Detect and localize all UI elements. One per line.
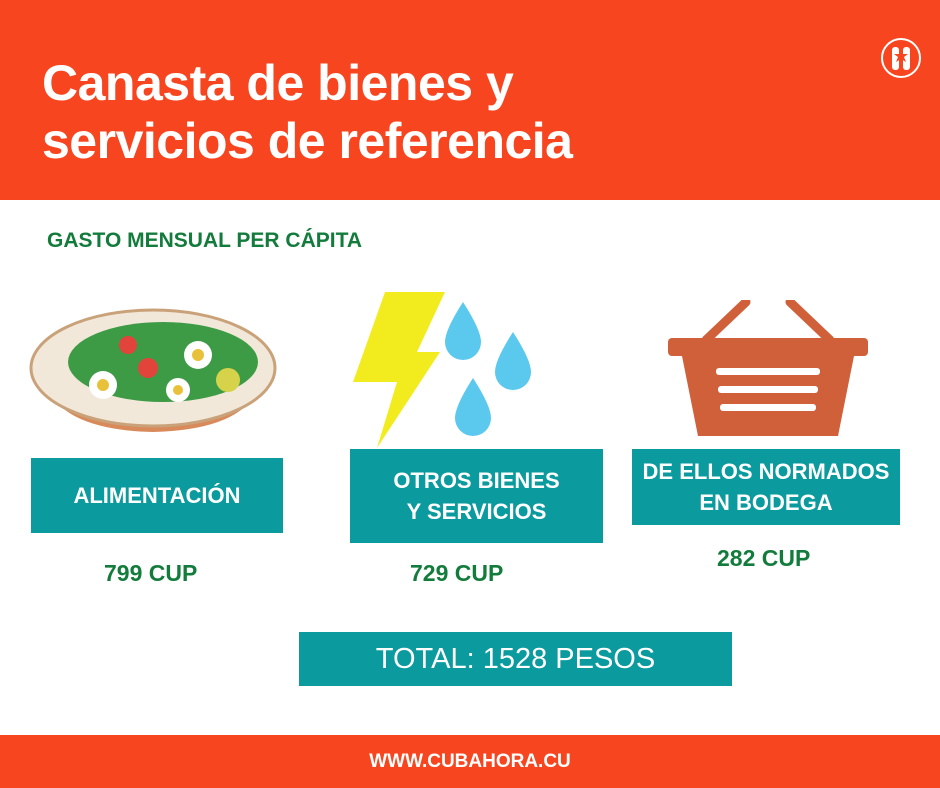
category-label: EN BODEGA xyxy=(699,490,833,515)
cubahora-logo xyxy=(881,38,921,78)
subtitle: GASTO MENSUAL PER CÁPITA xyxy=(47,229,363,252)
footer: WWW.CUBAHORA.CU xyxy=(0,735,940,788)
salad-bowl-icon xyxy=(29,308,277,432)
title-line: Canasta de bienes y xyxy=(42,55,514,111)
category-label: ALIMENTACIÓN xyxy=(73,483,241,508)
category-normados: DE ELLOS NORMADOS EN BODEGA xyxy=(632,449,900,525)
category-label: DE ELLOS NORMADOS xyxy=(642,459,890,484)
website-link[interactable]: WWW.CUBAHORA.CU xyxy=(369,751,571,772)
lightning-water-icon xyxy=(353,292,531,448)
category-alimentacion: ALIMENTACIÓN xyxy=(31,458,283,533)
value-normados: 282 CUP xyxy=(717,545,811,571)
header-banner: Canasta de bienes y servicios de referen… xyxy=(0,0,940,200)
basket-icon xyxy=(668,300,868,436)
total-label: TOTAL: 1528 PESOS xyxy=(375,642,656,675)
category-label: Y SERVICIOS xyxy=(406,499,547,524)
title-line: servicios de referencia xyxy=(42,113,573,169)
category-label: OTROS BIENES xyxy=(393,468,560,493)
total-box: TOTAL: 1528 PESOS xyxy=(299,632,732,686)
value-otros-bienes: 729 CUP xyxy=(410,560,504,586)
page-title: Canasta de bienes y servicios de referen… xyxy=(42,54,573,170)
value-alimentacion: 799 CUP xyxy=(104,560,198,586)
category-otros-bienes: OTROS BIENES Y SERVICIOS xyxy=(350,449,603,543)
